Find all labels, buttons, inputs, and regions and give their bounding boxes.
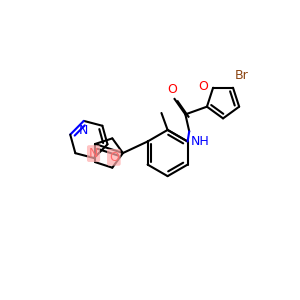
Text: O: O xyxy=(109,151,119,164)
Text: Br: Br xyxy=(235,69,248,82)
Text: O: O xyxy=(167,83,177,96)
Text: N: N xyxy=(79,124,88,137)
Text: O: O xyxy=(198,80,208,93)
Text: N: N xyxy=(89,147,98,160)
Text: NH: NH xyxy=(191,135,209,148)
